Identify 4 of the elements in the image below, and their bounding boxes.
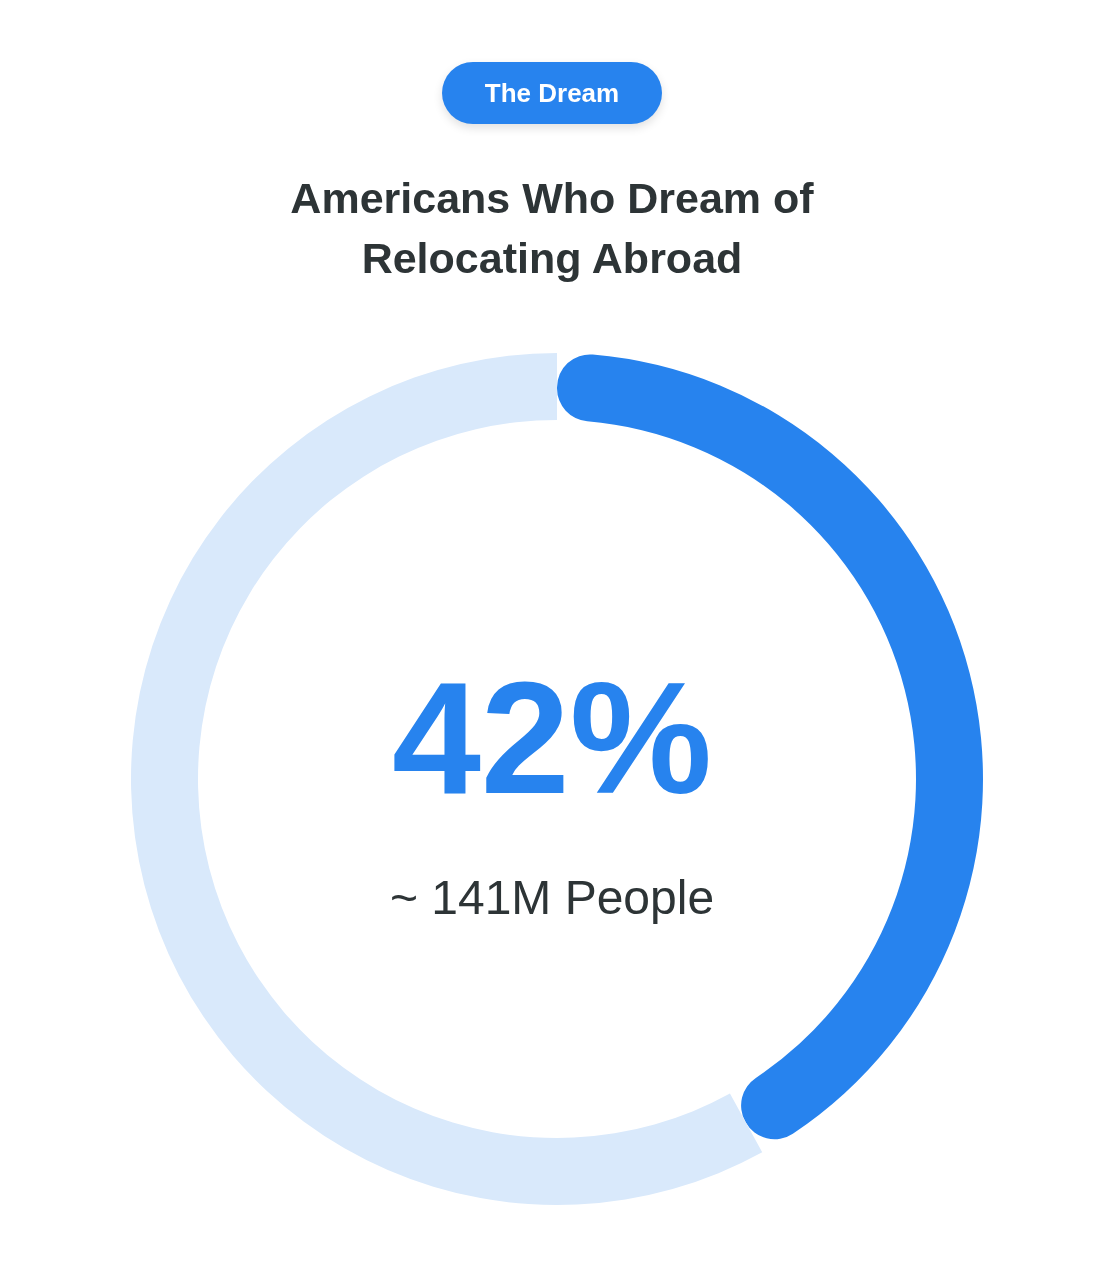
data-label: 42% xyxy=(390,648,714,827)
text: The Dream xyxy=(442,62,662,124)
chart-title: Americans Who Dream of Relocating Abroad xyxy=(289,173,815,284)
text: ~ 141M People xyxy=(388,870,716,926)
